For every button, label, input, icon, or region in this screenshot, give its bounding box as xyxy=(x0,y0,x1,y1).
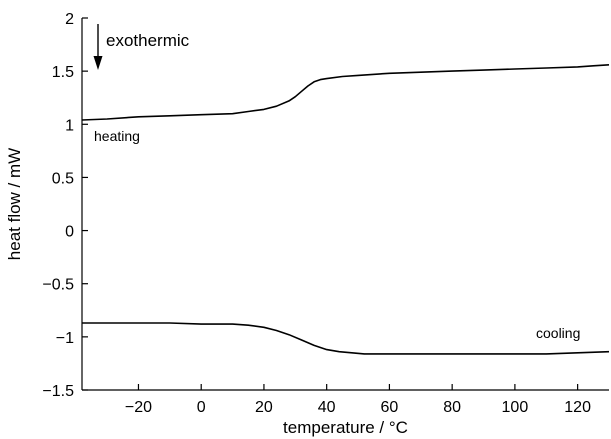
x-axis-label: temperature / °C xyxy=(283,418,408,437)
y-tick-label: 1.5 xyxy=(52,64,74,81)
heating-curve xyxy=(81,64,610,121)
x-tick-label: 20 xyxy=(255,399,273,416)
x-tick-label: 60 xyxy=(381,399,399,416)
x-ticks: −20 0 20 40 60 80 100 120 xyxy=(125,384,591,416)
y-axis-label: heat flow / mW xyxy=(5,148,24,260)
y-tick-label: 0.5 xyxy=(52,170,74,187)
exothermic-arrow-icon xyxy=(93,24,103,70)
y-tick-label: 1 xyxy=(65,117,74,134)
y-tick-label: −0.5 xyxy=(42,277,74,294)
y-tick-label: 0 xyxy=(65,224,74,241)
y-ticks: −1.5 −1 −0.5 0 0.5 1 1.5 2 xyxy=(42,11,88,400)
x-tick-label: 100 xyxy=(502,399,529,416)
cooling-curve xyxy=(82,322,610,355)
x-tick-label: 0 xyxy=(197,399,206,416)
x-tick-label: 120 xyxy=(564,399,591,416)
x-tick-label: −20 xyxy=(125,399,152,416)
heating-label: heating xyxy=(94,128,140,144)
x-tick-label: 80 xyxy=(443,399,461,416)
plot-frame xyxy=(81,18,609,391)
y-tick-label: −1 xyxy=(56,330,74,347)
y-tick-label: −1.5 xyxy=(42,383,74,400)
y-tick-label: 2 xyxy=(65,11,74,28)
cooling-label: cooling xyxy=(536,325,580,341)
x-tick-label: 40 xyxy=(318,399,336,416)
series-group xyxy=(81,64,610,355)
exothermic-label: exothermic xyxy=(106,31,190,50)
